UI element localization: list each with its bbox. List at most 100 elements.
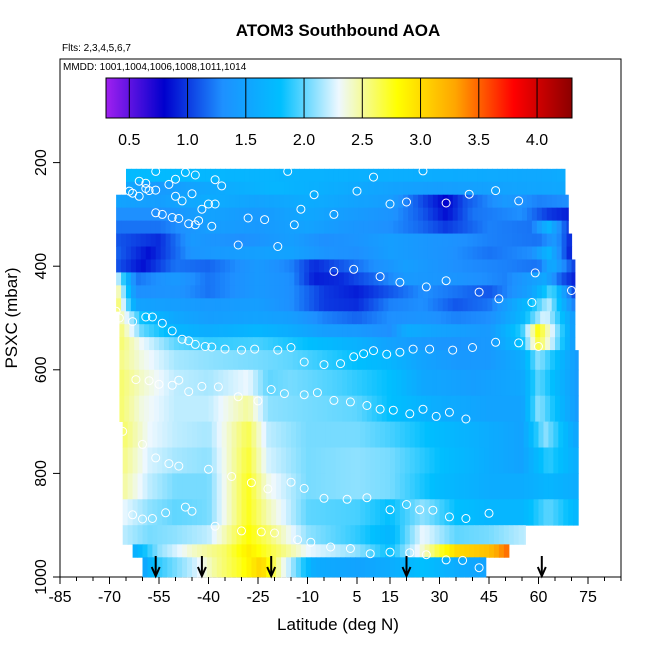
heatmap-cell xyxy=(271,544,277,558)
heatmap-cell xyxy=(187,421,193,448)
heatmap-cell xyxy=(178,311,185,325)
heatmap-cell xyxy=(444,447,450,474)
observation-point xyxy=(349,352,359,362)
heatmap-cell xyxy=(414,499,421,526)
heatmap-cell xyxy=(121,220,127,234)
heatmap-cell xyxy=(145,168,152,183)
heatmap-cell xyxy=(393,259,399,273)
heatmap-cell xyxy=(289,272,295,286)
heatmap-cell xyxy=(556,194,563,209)
heatmap-cell xyxy=(515,369,521,397)
heatmap-cell xyxy=(185,246,191,260)
heatmap-cell xyxy=(399,473,406,500)
heatmap-cell xyxy=(124,350,130,371)
heatmap-cell xyxy=(457,194,464,209)
heatmap-cell xyxy=(144,369,150,397)
heatmap-cell xyxy=(200,233,206,247)
heatmap-cell xyxy=(427,207,434,222)
heatmap-cell xyxy=(165,207,172,222)
heatmap-cell xyxy=(464,525,470,545)
observation-point xyxy=(464,189,474,199)
heatmap-cell xyxy=(482,194,488,209)
heatmap-cell xyxy=(474,544,480,558)
heatmap-cell xyxy=(414,421,421,448)
heatmap-cell xyxy=(492,207,498,222)
heatmap-cell xyxy=(423,207,429,222)
heatmap-cell xyxy=(292,311,299,325)
heatmap-cell xyxy=(492,246,498,260)
heatmap-cell xyxy=(168,337,175,351)
heatmap-cell xyxy=(177,525,183,545)
heatmap-cell xyxy=(512,285,518,299)
heatmap-cell xyxy=(185,194,191,209)
heatmap-cell xyxy=(423,181,429,196)
heatmap-cell xyxy=(502,168,508,183)
heatmap-cell xyxy=(216,473,223,500)
observation-point xyxy=(415,505,425,515)
heatmap-cell xyxy=(472,194,479,209)
heatmap-cell xyxy=(183,369,190,397)
observation-point xyxy=(349,264,359,274)
heatmap-cell xyxy=(439,447,446,474)
heatmap-cell xyxy=(266,473,272,500)
heatmap-cell xyxy=(195,246,201,260)
heatmap-cell xyxy=(414,525,421,545)
observation-point xyxy=(210,199,220,209)
observation-point xyxy=(336,359,345,369)
heatmap-cell xyxy=(259,181,266,196)
heatmap-cell xyxy=(426,337,432,351)
heatmap-cell xyxy=(442,285,449,299)
heatmap-cell xyxy=(160,207,167,222)
heatmap-cell xyxy=(482,220,488,234)
heatmap-cell xyxy=(431,324,437,338)
heatmap-cell xyxy=(183,395,190,422)
heatmap-cell xyxy=(220,298,226,312)
observation-point xyxy=(220,344,230,354)
heatmap-cell xyxy=(175,246,182,260)
heatmap-cell xyxy=(564,337,571,351)
heatmap-cell xyxy=(139,337,145,351)
heatmap-cell xyxy=(302,369,309,397)
heatmap-cell xyxy=(416,369,422,397)
heatmap-cell xyxy=(457,272,464,286)
observation-point xyxy=(187,506,197,516)
heatmap-cell xyxy=(172,557,178,578)
heatmap-cell xyxy=(221,447,228,474)
observation-point xyxy=(105,303,114,313)
heatmap-cell xyxy=(213,324,219,338)
heatmap-cell xyxy=(388,194,394,209)
heatmap-cell xyxy=(249,285,256,299)
heatmap-cell xyxy=(541,246,548,260)
heatmap-cell xyxy=(464,447,470,474)
heatmap-cell xyxy=(510,369,516,397)
heatmap-cell xyxy=(533,447,540,474)
heatmap-cell xyxy=(347,395,353,422)
heatmap-cell xyxy=(482,233,488,247)
heatmap-cell xyxy=(239,259,246,273)
heatmap-cell xyxy=(353,194,360,209)
heatmap-cell xyxy=(564,350,571,371)
heatmap-cell xyxy=(175,298,182,312)
heatmap-cell xyxy=(503,421,510,448)
heatmap-cell xyxy=(386,311,393,325)
heatmap-cell xyxy=(465,350,472,371)
heatmap-cell xyxy=(525,337,531,351)
heatmap-cell xyxy=(132,473,139,500)
heatmap-cell xyxy=(490,311,497,325)
heatmap-cell xyxy=(192,557,198,578)
heatmap-cell xyxy=(465,337,472,351)
heatmap-cell xyxy=(332,324,338,338)
heatmap-cell xyxy=(220,207,226,222)
heatmap-cell xyxy=(502,181,508,196)
profile-arrows xyxy=(150,556,547,579)
heatmap-cell xyxy=(259,220,266,234)
heatmap-cell xyxy=(365,557,371,578)
heatmap-cell xyxy=(472,272,479,286)
heatmap-cell xyxy=(408,181,414,196)
heatmap-cell xyxy=(500,350,507,371)
heatmap-cell xyxy=(427,181,434,196)
heatmap-cell xyxy=(550,369,556,397)
heatmap-cell xyxy=(266,557,272,578)
heatmap-cell xyxy=(353,207,360,222)
